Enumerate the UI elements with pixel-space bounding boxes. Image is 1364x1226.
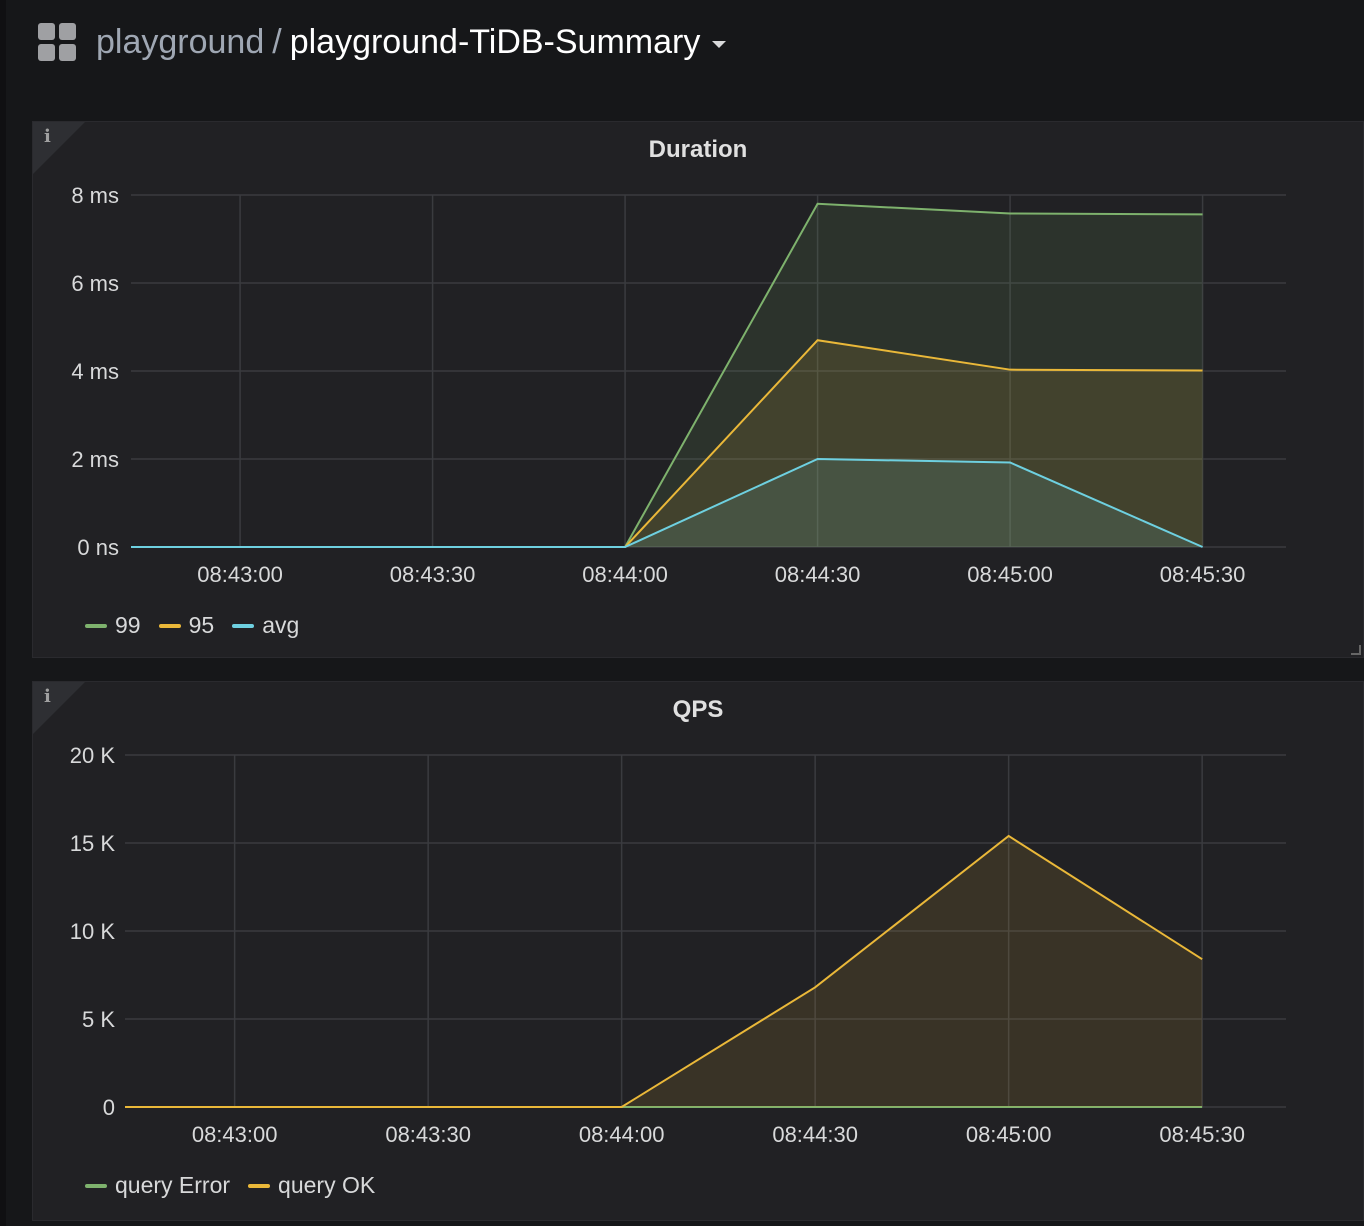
x-tick-label: 08:44:00 xyxy=(579,1122,665,1147)
breadcrumb[interactable]: playground / playground-TiDB-Summary xyxy=(96,20,727,64)
legend-swatch xyxy=(232,623,255,628)
legend-label: avg xyxy=(262,612,300,638)
x-tick-label: 08:43:00 xyxy=(197,562,283,587)
dashboard-title[interactable]: playground-TiDB-Summary xyxy=(289,23,701,61)
duration-chart: 0 ns 2 ms 4 ms 6 ms 8 ms 08:43:00 08:43:30 08:4… xyxy=(71,183,1286,587)
y-tick-label: 6 ms xyxy=(71,271,119,296)
legend-item[interactable]: query Error xyxy=(85,1172,230,1199)
legend-item[interactable]: 95 xyxy=(158,612,215,639)
x-tick-label: 08:44:30 xyxy=(775,562,861,587)
y-tick-label: 0 xyxy=(103,1095,115,1120)
x-tick-label: 08:45:00 xyxy=(966,1122,1052,1147)
qps-legend: query Error query OK xyxy=(85,1172,375,1199)
qps-panel: i QPS 0 5 K 10 K 15 K 20 K 08:43:00 08:43:30 08… xyxy=(32,681,1364,1221)
y-tick-label: 5 K xyxy=(82,1007,115,1032)
duration-panel: i Duration 0 ns 2 ms 4 ms 6 ms 8 ms 08:43:00 0… xyxy=(32,121,1364,658)
legend-swatch xyxy=(85,623,107,628)
legend-item[interactable]: 99 xyxy=(85,612,141,639)
y-tick-label: 20 K xyxy=(70,743,116,768)
x-tick-label: 08:43:00 xyxy=(192,1122,278,1147)
legend-label: query Error xyxy=(115,1172,231,1198)
legend-item[interactable]: avg xyxy=(232,612,299,639)
breadcrumb-separator: / xyxy=(272,23,282,61)
y-tick-label: 4 ms xyxy=(71,359,119,384)
x-tick-label: 08:45:30 xyxy=(1160,562,1246,587)
panel-title[interactable]: QPS xyxy=(672,696,724,723)
y-tick-label: 15 K xyxy=(70,831,116,856)
y-tick-label: 0 ns xyxy=(77,535,119,560)
dashboard-header: playground / playground-TiDB-Summary xyxy=(0,0,1364,84)
breadcrumb-folder[interactable]: playground xyxy=(96,23,265,61)
info-icon[interactable]: i xyxy=(44,126,51,147)
series-area-avg xyxy=(131,459,1203,547)
info-corner[interactable] xyxy=(33,122,85,174)
chevron-down-icon[interactable] xyxy=(712,40,727,48)
left-edge xyxy=(0,0,6,1226)
x-tick-label: 08:43:30 xyxy=(390,562,476,587)
panel-title[interactable]: Duration xyxy=(648,136,748,163)
y-tick-label: 10 K xyxy=(70,919,116,944)
x-tick-label: 08:45:30 xyxy=(1159,1122,1245,1147)
series-line-avg[interactable] xyxy=(131,457,1203,548)
info-corner[interactable] xyxy=(33,682,85,734)
x-tick-label: 08:43:30 xyxy=(385,1122,471,1147)
apps-grid-icon[interactable] xyxy=(38,23,76,61)
series-line-query-ok[interactable] xyxy=(125,834,1203,1108)
series-area-query-ok xyxy=(125,835,1203,1107)
series-area-95 xyxy=(131,340,1203,547)
legend-swatch xyxy=(85,1183,107,1188)
legend-swatch xyxy=(248,1183,271,1188)
y-tick-label: 2 ms xyxy=(71,447,119,472)
qps-chart: 0 5 K 10 K 15 K 20 K 08:43:00 08:43:30 08:44:00… xyxy=(70,743,1286,1147)
legend-label: 99 xyxy=(115,612,141,638)
resize-handle[interactable] xyxy=(1351,645,1361,655)
legend-label: query OK xyxy=(278,1172,376,1198)
x-tick-label: 08:44:30 xyxy=(772,1122,858,1147)
legend-label: 95 xyxy=(188,612,215,638)
duration-legend: 99 95 avg xyxy=(85,612,299,639)
legend-item[interactable]: query OK xyxy=(248,1172,375,1199)
x-tick-label: 08:45:00 xyxy=(967,562,1053,587)
info-icon[interactable]: i xyxy=(44,686,51,707)
y-tick-label: 8 ms xyxy=(71,183,119,208)
legend-swatch xyxy=(158,623,181,628)
x-tick-label: 08:44:00 xyxy=(582,562,668,587)
